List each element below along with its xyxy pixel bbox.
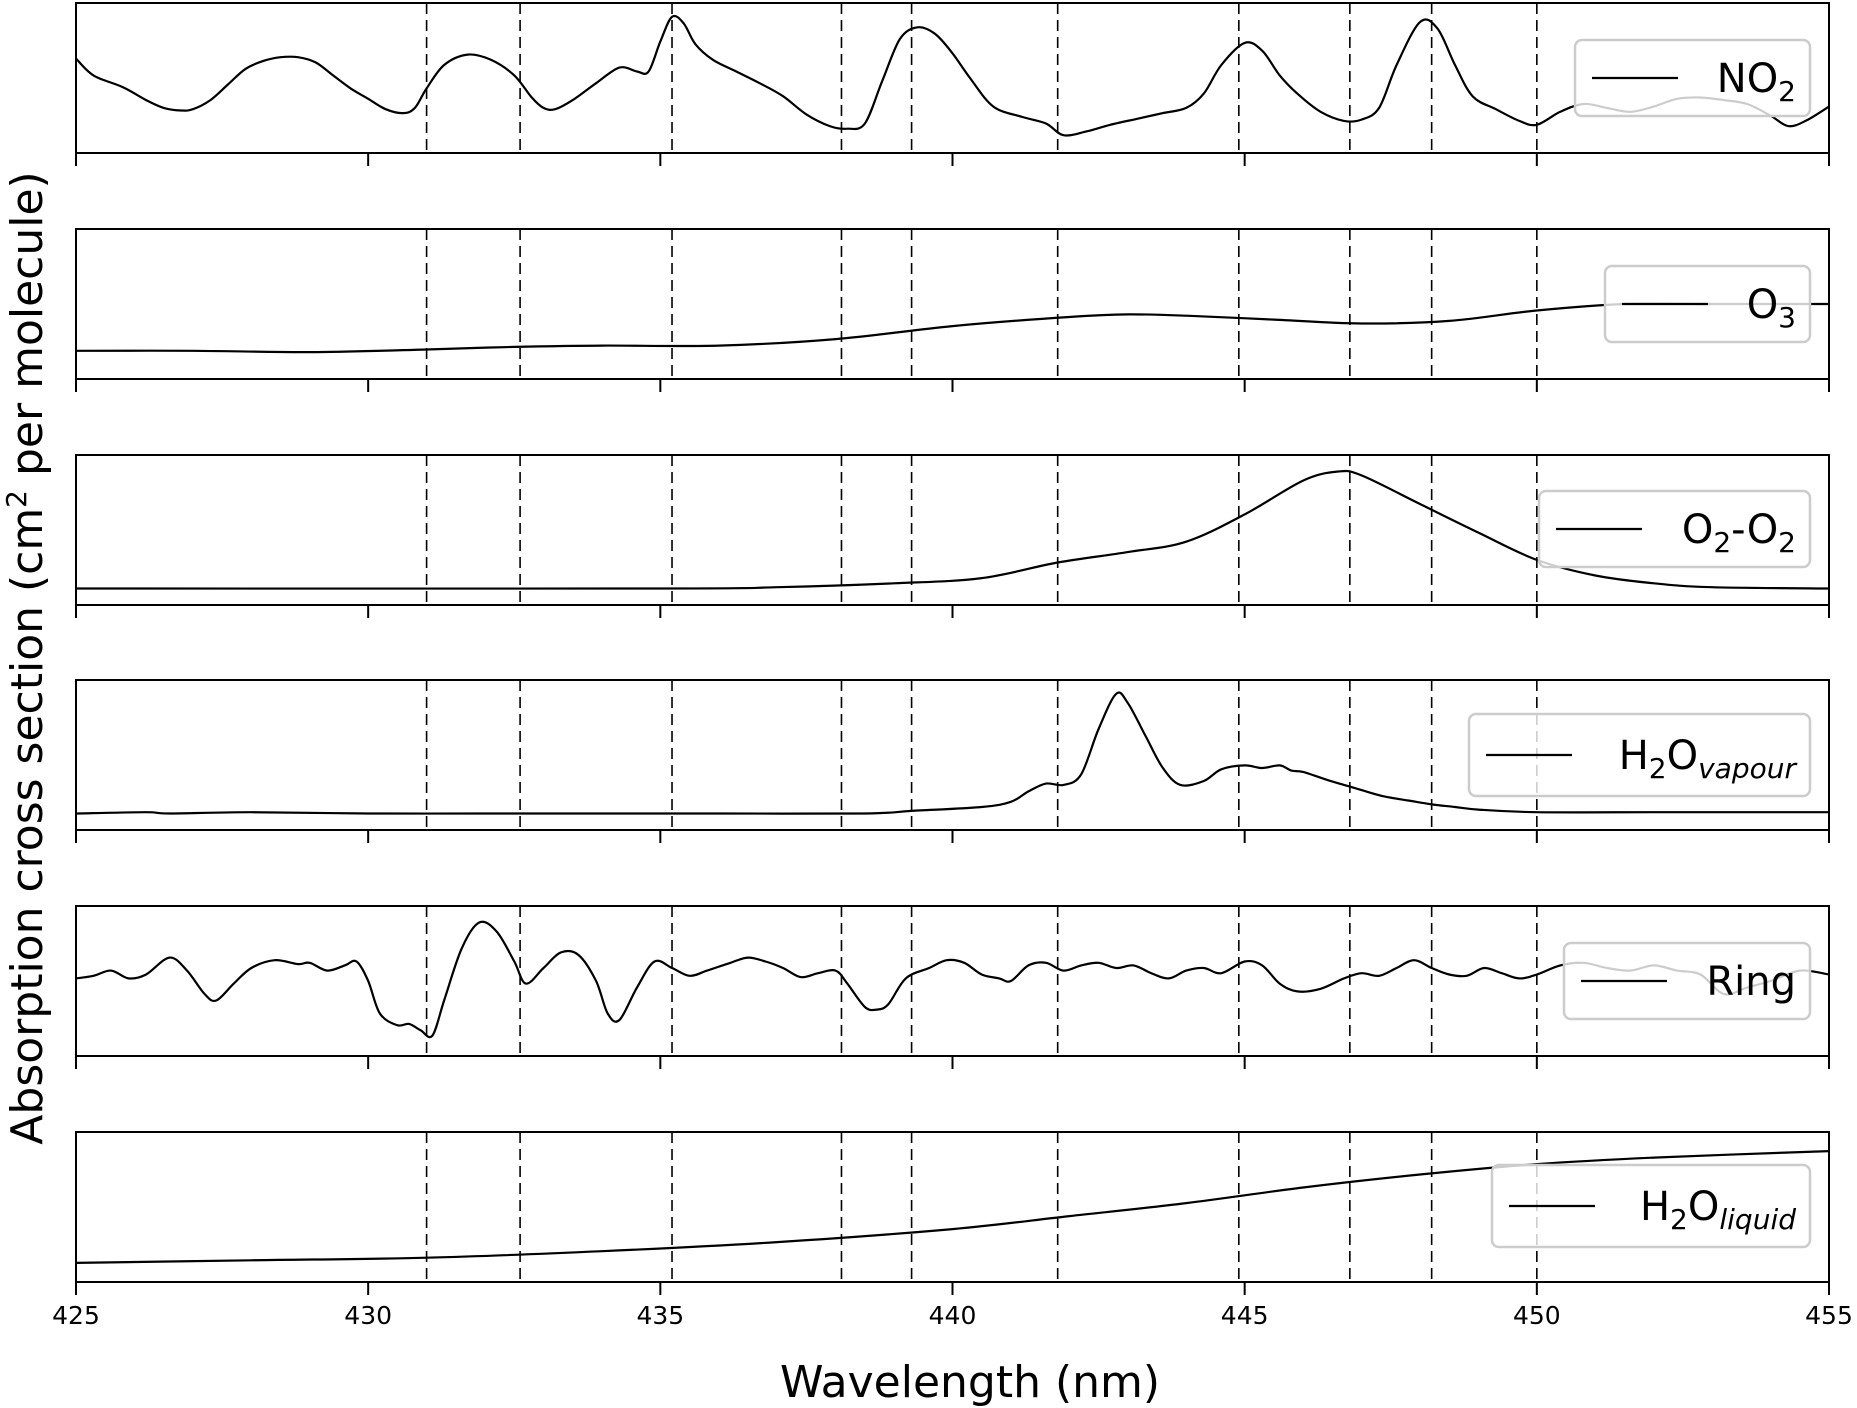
legend-label-part: 2: [1778, 75, 1796, 108]
x-tick-label: 455: [1805, 1301, 1853, 1330]
legend-label-part: 2: [1713, 526, 1731, 559]
legend-label-part: 3: [1778, 301, 1796, 334]
x-tick-label: 425: [52, 1301, 100, 1330]
x-axis: 425 430 435 440 445 450 455: [52, 1301, 1853, 1330]
series-line-2: [75, 302, 1829, 354]
legend-box: [1490, 1163, 1812, 1249]
legend-label-part: 2: [1778, 526, 1796, 559]
series-line-4: [75, 691, 1829, 815]
legend-label-part: vapour: [1698, 752, 1797, 785]
y-axis-title-tail: per molecule): [2, 171, 53, 490]
legend-label-part: H: [1619, 733, 1649, 779]
y-axis-title-text: Absorption cross section (cm: [2, 508, 53, 1145]
x-tick-label: 440: [929, 1301, 977, 1330]
legend-label-part: 2: [1649, 752, 1667, 785]
panel-1: NO2: [75, 2, 1830, 166]
x-tick-label: 430: [344, 1301, 392, 1330]
legend-label-part: H: [1640, 1184, 1670, 1230]
legend-label-part: -O: [1731, 507, 1778, 553]
legend-label: O3: [1747, 282, 1796, 334]
x-axis-title: Wavelength (nm): [780, 1357, 1160, 1408]
panel-6: H2Oliquid: [75, 1131, 1830, 1295]
legend-label: Ring: [1706, 959, 1796, 1005]
y-axis-title: Absorption cross section (cm2 per molecu…: [0, 171, 53, 1144]
legend: Ring: [1562, 941, 1812, 1021]
panel-3: O2-O2: [75, 454, 1830, 618]
series-line-3: [75, 469, 1830, 590]
y-axis-title-sup: 2: [0, 490, 33, 508]
legend-label-part: NO: [1717, 56, 1778, 102]
legend-label: O2-O2: [1682, 507, 1796, 559]
panel-5: Ring: [75, 905, 1830, 1069]
legend-label: H2Ovapour: [1619, 733, 1798, 785]
legend-label-part: liquid: [1719, 1203, 1796, 1236]
legend-label: H2Oliquid: [1640, 1184, 1796, 1236]
legend: H2Oliquid: [1490, 1163, 1812, 1249]
legend-label: NO2: [1717, 56, 1796, 108]
legend-box: [1537, 489, 1812, 569]
legend: O3: [1603, 264, 1812, 344]
legend-label-part: O: [1747, 282, 1778, 328]
x-tick-label: 435: [636, 1301, 684, 1330]
legend-box: [1467, 712, 1812, 798]
panel-4: H2Ovapour: [75, 679, 1830, 843]
x-tick-label: 445: [1221, 1301, 1269, 1330]
legend-label-part: O: [1688, 1184, 1719, 1230]
legend-box: [1573, 38, 1812, 118]
panel-frame: [75, 2, 1830, 154]
legend: O2-O2: [1537, 489, 1812, 569]
x-tick-label: 450: [1513, 1301, 1561, 1330]
legend-label-part: O: [1667, 733, 1698, 779]
panel-2: O3: [75, 228, 1830, 392]
legend: NO2: [1573, 38, 1812, 118]
panel-frame: [75, 228, 1830, 380]
legend-label-part: Ring: [1706, 959, 1796, 1005]
legend-box: [1562, 941, 1812, 1021]
series-line-1: [75, 14, 1830, 137]
legend-label-part: O: [1682, 507, 1713, 553]
series-line-5: [75, 920, 1830, 1039]
legend-label-part: 2: [1670, 1203, 1688, 1236]
legend: H2Ovapour: [1467, 712, 1812, 798]
